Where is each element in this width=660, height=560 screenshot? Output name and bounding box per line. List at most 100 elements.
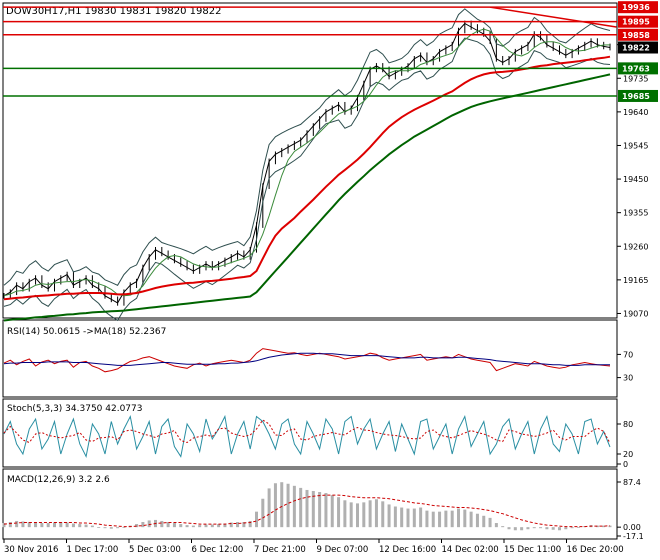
macd-histogram-bar — [324, 493, 328, 528]
macd-histogram-bar — [210, 524, 214, 528]
macd-histogram-bar — [305, 489, 309, 528]
macd-histogram-bar — [602, 525, 606, 528]
macd-histogram-bar — [368, 500, 372, 528]
macd-histogram-bar — [406, 508, 410, 528]
level-tag-19763 — [618, 62, 658, 75]
macd-histogram-bar — [160, 520, 164, 528]
stoch-d-line — [3, 419, 611, 444]
x-axis-label: 30 Nov 2016 — [4, 545, 58, 555]
current-price-label: 19822 — [622, 44, 650, 53]
x-axis-label: 5 Dec 03:00 — [129, 545, 181, 555]
macd-panel-frame — [2, 468, 618, 540]
macd-axis-label-0.00: 0.00 — [623, 523, 641, 532]
macd-histogram-bar — [292, 485, 296, 528]
level-label-19858: 19858 — [622, 31, 650, 40]
macd-histogram-bar — [286, 483, 290, 528]
level-tag-19895 — [618, 15, 658, 28]
price-panel-frame — [2, 2, 618, 319]
trend-line — [489, 6, 617, 28]
macd-histogram-bar — [255, 511, 258, 528]
level-label-19763: 19763 — [622, 64, 650, 73]
macd-plot: 87.4 0.00-17.1 — [2, 478, 644, 541]
bollinger-middle — [3, 28, 611, 297]
macd-histogram-bar — [267, 488, 271, 528]
macd-histogram-bar — [8, 521, 12, 528]
stoch-plot: 80 200 — [3, 414, 633, 469]
price-plot: 1993619895198581976319685198301973519640… — [3, 1, 658, 322]
rsi-plot: 70 30 — [3, 348, 633, 383]
macd-histogram-bar — [532, 527, 536, 529]
x-axis-label: 1 Dec 17:00 — [67, 545, 119, 555]
macd-signal-line — [3, 494, 611, 528]
macd-histogram-bar — [507, 527, 511, 530]
macd-histogram-bar — [90, 525, 94, 528]
macd-histogram-bar — [356, 503, 359, 528]
macd-histogram-bar — [97, 527, 101, 528]
macd-histogram-bar — [46, 523, 50, 528]
macd-histogram-bar — [513, 527, 517, 531]
ema-green-line — [3, 73, 611, 322]
macd-histogram-bar — [223, 523, 227, 528]
macd-histogram-bar — [450, 510, 454, 528]
price-axis-label-19735: 19735 — [623, 74, 648, 83]
macd-histogram-bar — [576, 527, 580, 528]
rsi-ma-line — [3, 352, 610, 366]
macd-histogram-bar — [330, 495, 334, 528]
macd-histogram-bar — [608, 525, 612, 528]
macd-histogram-bar — [217, 524, 221, 528]
macd-histogram-bar — [381, 501, 385, 528]
macd-histogram-bar — [564, 527, 568, 530]
macd-histogram-bar — [103, 527, 107, 529]
macd-histogram-bar — [463, 509, 467, 528]
x-axis-label: 16 Dec 20:00 — [567, 545, 624, 555]
level-tag-19858 — [618, 28, 658, 41]
macd-histogram-bar — [116, 527, 120, 529]
ema-red-line — [3, 55, 611, 301]
macd-histogram-bar — [425, 510, 429, 528]
price-axis-label-19355: 19355 — [623, 209, 648, 218]
macd-histogram-bar — [84, 524, 88, 528]
macd-histogram-bar — [551, 527, 555, 530]
macd-histogram-bar — [539, 527, 543, 529]
macd-histogram-bar — [431, 511, 435, 528]
macd-histogram-bar — [520, 527, 524, 531]
bollinger-upper — [3, 8, 611, 286]
macd-histogram-bar — [15, 520, 19, 528]
x-axis-label: 15 Dec 11:00 — [504, 545, 561, 555]
level-label-19685: 19685 — [622, 92, 650, 101]
macd-histogram-bar — [457, 508, 460, 528]
macd-histogram-bar — [280, 482, 284, 528]
macd-histogram-bar — [318, 492, 322, 528]
macd-histogram-bar — [2, 523, 6, 528]
macd-histogram-bar — [526, 527, 530, 530]
stoch-k-line — [3, 414, 611, 459]
macd-histogram-bar — [273, 483, 277, 528]
macd-histogram-bar — [122, 527, 126, 528]
level-label-19895: 19895 — [622, 18, 650, 27]
macd-histogram-bar — [444, 510, 448, 528]
macd-histogram-bar — [387, 504, 391, 528]
rsi-label: RSI(14) 50.0615 ->MA(18) 52.2367 — [7, 327, 166, 337]
macd-histogram-bar — [337, 497, 341, 528]
x-axis: 30 Nov 2016 1 Dec 17:00 5 Dec 03:00 6 Dec 1… — [3, 539, 624, 555]
macd-histogram-bar — [349, 502, 353, 528]
macd-histogram-bar — [34, 522, 38, 528]
rsi-axis-label-30: 30 — [623, 374, 633, 383]
price-axis-label-19070: 19070 — [623, 309, 648, 318]
macd-histogram-bar — [400, 507, 404, 528]
level-tag-19936 — [618, 1, 658, 14]
x-axis-label: 14 Dec 02:00 — [442, 545, 499, 555]
stoch-axis-label-20: 20 — [623, 450, 633, 459]
macd-histogram-bar — [27, 521, 31, 528]
price-axis-label-19260: 19260 — [623, 242, 648, 251]
macd-histogram-bar — [242, 521, 246, 528]
macd-histogram-bar — [53, 522, 56, 528]
macd-histogram-bar — [191, 525, 195, 528]
macd-histogram-bar — [374, 499, 378, 528]
price-close-line — [3, 22, 611, 304]
stoch-panel-frame — [2, 398, 618, 468]
macd-histogram-bar — [261, 498, 265, 528]
macd-histogram-bar — [198, 525, 202, 528]
macd-axis-label--17.1: -17.1 — [623, 532, 644, 541]
x-axis-label: 7 Dec 21:00 — [254, 545, 306, 555]
